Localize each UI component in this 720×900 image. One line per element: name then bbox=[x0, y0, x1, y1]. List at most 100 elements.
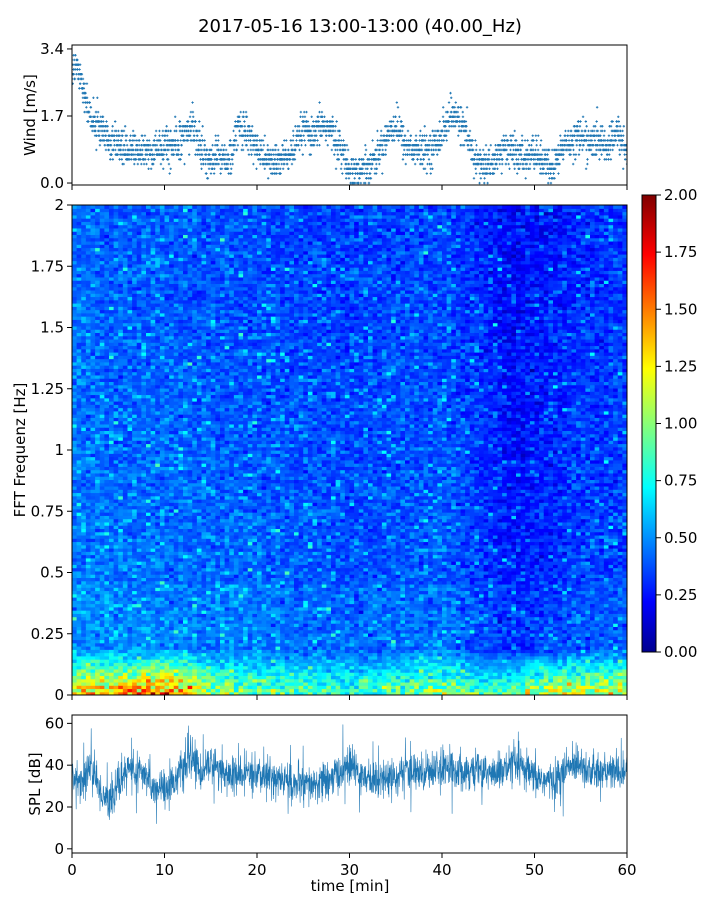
wind-point bbox=[465, 120, 467, 122]
wind-point bbox=[546, 153, 548, 155]
wind-point bbox=[263, 144, 265, 146]
wind-y-tick-label: 0.0 bbox=[40, 174, 64, 192]
wind-point bbox=[213, 168, 215, 170]
wind-point bbox=[622, 135, 624, 137]
wind-point bbox=[203, 139, 205, 141]
wind-point bbox=[501, 163, 503, 165]
wind-point bbox=[439, 120, 441, 122]
wind-point bbox=[514, 130, 516, 132]
wind-point bbox=[405, 163, 407, 165]
wind-point bbox=[96, 116, 98, 118]
wind-point bbox=[435, 149, 437, 151]
wind-point bbox=[334, 130, 336, 132]
wind-point bbox=[581, 149, 583, 151]
wind-point bbox=[562, 158, 564, 160]
wind-point bbox=[112, 158, 114, 160]
wind-point bbox=[534, 149, 536, 151]
wind-point bbox=[181, 144, 183, 146]
wind-point bbox=[525, 168, 527, 170]
wind-point bbox=[479, 149, 481, 151]
wind-point bbox=[600, 153, 602, 155]
wind-point bbox=[303, 139, 305, 141]
wind-point bbox=[92, 97, 94, 99]
wind-point bbox=[153, 153, 155, 155]
wind-point bbox=[345, 177, 347, 179]
spectrogram-cell bbox=[123, 205, 128, 209]
wind-point bbox=[231, 158, 233, 160]
wind-point bbox=[380, 135, 382, 137]
wind-point bbox=[424, 139, 426, 141]
wind-point bbox=[585, 168, 587, 170]
wind-point bbox=[316, 144, 318, 146]
wind-point bbox=[267, 144, 269, 146]
wind-point bbox=[105, 120, 107, 122]
wind-point bbox=[491, 158, 493, 160]
wind-point bbox=[251, 125, 253, 127]
wind-point bbox=[448, 130, 450, 132]
wind-point bbox=[379, 158, 381, 160]
wind-point bbox=[378, 163, 380, 165]
wind-point bbox=[170, 168, 172, 170]
wind-point bbox=[587, 130, 589, 132]
wind-point bbox=[241, 144, 243, 146]
spectrogram-panel: 00.250.50.7511.251.51.752 FFT Frequenz [… bbox=[11, 196, 628, 704]
wind-point bbox=[302, 153, 304, 155]
wind-point bbox=[194, 120, 196, 122]
wind-point bbox=[336, 149, 338, 151]
wind-point bbox=[334, 125, 336, 127]
wind-point bbox=[267, 177, 269, 179]
wind-point bbox=[524, 177, 526, 179]
wind-point bbox=[457, 135, 459, 137]
wind-point bbox=[493, 158, 495, 160]
wind-point bbox=[482, 163, 484, 165]
wind-point bbox=[256, 135, 258, 137]
wind-point bbox=[95, 149, 97, 151]
wind-point bbox=[485, 153, 487, 155]
wind-point bbox=[553, 177, 555, 179]
wind-point bbox=[448, 101, 450, 103]
wind-point bbox=[264, 168, 266, 170]
wind-point bbox=[230, 168, 232, 170]
wind-point bbox=[96, 97, 98, 99]
wind-point bbox=[312, 120, 314, 122]
wind-point bbox=[232, 163, 234, 165]
wind-point bbox=[414, 163, 416, 165]
wind-point bbox=[333, 153, 335, 155]
wind-point bbox=[166, 135, 168, 137]
wind-point bbox=[496, 153, 498, 155]
wind-point bbox=[242, 111, 244, 113]
wind-point bbox=[436, 153, 438, 155]
wind-point bbox=[424, 168, 426, 170]
wind-point bbox=[341, 172, 343, 174]
wind-point bbox=[376, 139, 378, 141]
wind-point bbox=[585, 125, 587, 127]
wind-point bbox=[619, 125, 621, 127]
wind-point bbox=[148, 139, 150, 141]
wind-point bbox=[449, 92, 451, 94]
wind-point bbox=[229, 163, 231, 165]
wind-point bbox=[392, 120, 394, 122]
wind-point bbox=[350, 163, 352, 165]
wind-point bbox=[183, 163, 185, 165]
wind-point bbox=[480, 177, 482, 179]
wind-point bbox=[204, 144, 206, 146]
wind-point bbox=[618, 120, 620, 122]
wind-point bbox=[137, 163, 139, 165]
wind-point bbox=[397, 106, 399, 108]
wind-point bbox=[601, 125, 603, 127]
wind-y-ticks: 0.01.73.4 bbox=[40, 40, 72, 192]
wind-point bbox=[325, 135, 327, 137]
wind-point bbox=[418, 153, 420, 155]
wind-point bbox=[252, 149, 254, 151]
wind-point bbox=[130, 158, 132, 160]
wind-point bbox=[90, 106, 92, 108]
wind-point bbox=[225, 149, 227, 151]
wind-point bbox=[426, 172, 428, 174]
wind-point bbox=[160, 163, 162, 165]
wind-point bbox=[454, 106, 456, 108]
wind-point bbox=[579, 120, 581, 122]
wind-point bbox=[82, 101, 84, 103]
wind-point bbox=[86, 97, 88, 99]
wind-point bbox=[488, 168, 490, 170]
wind-point bbox=[302, 135, 304, 137]
